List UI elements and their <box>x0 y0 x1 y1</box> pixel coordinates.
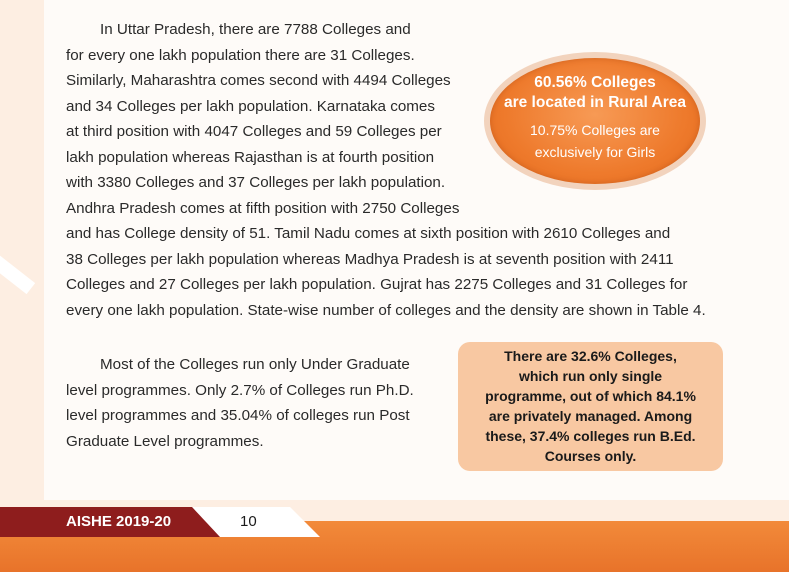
paragraph-line: at third position with 4047 Colleges and… <box>66 123 442 140</box>
paragraph-programmes: Most of the Colleges run only Under Grad… <box>66 352 444 454</box>
circle-text-line: exclusively for Girls <box>534 144 656 160</box>
paragraph-line: lakh population whereas Rajasthan is at … <box>66 148 435 166</box>
box-text-line: programme, out of which 84.1% <box>485 388 696 404</box>
box-text-line: Courses only. <box>544 448 637 464</box>
circle-heading-line: are located in Rural Area <box>503 94 687 111</box>
paragraph-line: with 3380 Colleges and 37 Colleges per l… <box>66 174 446 191</box>
decorative-stripe <box>0 240 36 295</box>
box-text-line: which run only single <box>518 368 663 384</box>
page-number: 10 <box>240 513 257 530</box>
paragraph-line: Colleges and 27 Colleges per lakh popula… <box>66 276 688 293</box>
highlight-box: There are 32.6% Colleges, which run only… <box>458 342 723 471</box>
paragraph-line: level programmes and 35.04% of colleges … <box>66 407 410 424</box>
paragraph-line: In Uttar Pradesh, there are 7788 College… <box>100 21 411 38</box>
highlight-circle: 60.56% Colleges are located in Rural Are… <box>484 52 706 190</box>
circle-heading-line: 60.56% Colleges <box>534 74 656 91</box>
highlight-circle-inner: 60.56% Colleges are located in Rural Are… <box>490 58 700 184</box>
box-text-line: There are 32.6% Colleges, <box>504 348 677 364</box>
paragraph-state-colleges-continued: and has College density of 51. Tamil Nad… <box>66 221 722 323</box>
paragraph-line: level programmes. Only 2.7% of Colleges … <box>66 381 414 399</box>
paragraph-line: Andhra Pradesh comes at fifth position w… <box>66 199 460 217</box>
paragraph-state-colleges: In Uttar Pradesh, there are 7788 College… <box>66 17 466 221</box>
paragraph-line: Graduate Level programmes. <box>66 432 264 450</box>
paragraph-line: every one lakh population. State-wise nu… <box>66 301 706 319</box>
paragraph-line: 38 Colleges per lakh population whereas … <box>66 250 674 268</box>
paragraph-line: Similarly, Maharashtra comes second with… <box>66 72 451 89</box>
box-text-line: are privately managed. Among <box>488 408 693 424</box>
paragraph-line: and has College density of 51. Tamil Nad… <box>66 225 671 242</box>
footer-report-title: AISHE 2019-20 <box>66 513 172 530</box>
footer-label-tab <box>0 507 220 537</box>
paragraph-line: for every one lakh population there are … <box>66 46 415 64</box>
paragraph-line: and 34 Colleges per lakh population. Kar… <box>66 97 435 115</box>
paragraph-line: Most of the Colleges run only Under Grad… <box>100 356 410 373</box>
circle-text-line: 10.75% Colleges are <box>530 122 660 138</box>
box-text-line: these, 37.4% colleges run B.Ed. <box>485 428 696 444</box>
